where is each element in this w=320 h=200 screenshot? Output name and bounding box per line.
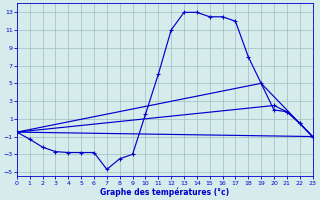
- X-axis label: Graphe des températures (°c): Graphe des températures (°c): [100, 187, 229, 197]
